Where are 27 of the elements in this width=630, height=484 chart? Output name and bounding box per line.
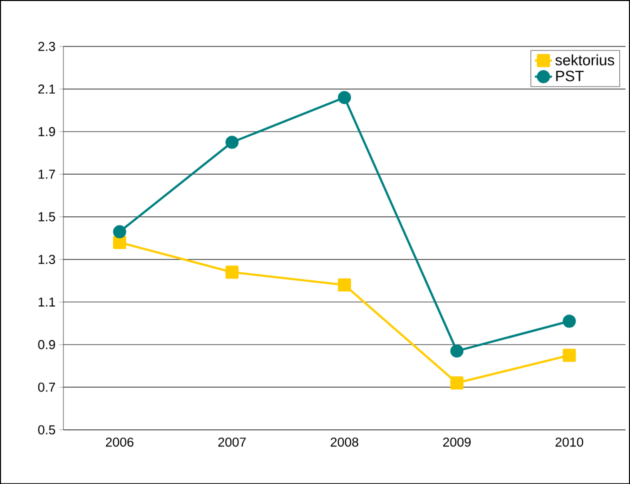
point xyxy=(113,225,126,238)
point xyxy=(562,348,576,362)
point xyxy=(450,344,464,358)
point xyxy=(225,136,239,149)
point xyxy=(338,278,352,292)
y-tick-label: 2.1 xyxy=(38,84,56,94)
point xyxy=(225,266,239,279)
y-tick-label: 2.3 xyxy=(38,42,56,51)
legend-label: sektorius xyxy=(555,54,614,66)
y-tick-label: 1.9 xyxy=(38,126,56,136)
point xyxy=(450,376,464,390)
y-tick-label: 1.3 xyxy=(38,254,56,264)
y-tick-label: 0.5 xyxy=(38,425,56,434)
y-tick-label: 0.7 xyxy=(38,382,55,392)
y-tick-label: 0.9 xyxy=(38,340,56,350)
y-tick-label: 1.5 xyxy=(38,212,56,222)
y-tick-label: 1.7 xyxy=(38,170,55,179)
x-tick-label: 2008 xyxy=(330,437,358,447)
y-tick-label: 1.1 xyxy=(38,297,56,306)
point xyxy=(338,90,352,104)
legend-label: PST xyxy=(556,70,584,82)
x-tick-label: 2010 xyxy=(556,437,584,447)
point xyxy=(113,236,126,249)
x-tick-label: 2009 xyxy=(443,437,471,447)
point xyxy=(562,314,576,328)
x-tick-label: 2007 xyxy=(218,437,246,447)
x-tick-label: 2006 xyxy=(106,437,134,447)
